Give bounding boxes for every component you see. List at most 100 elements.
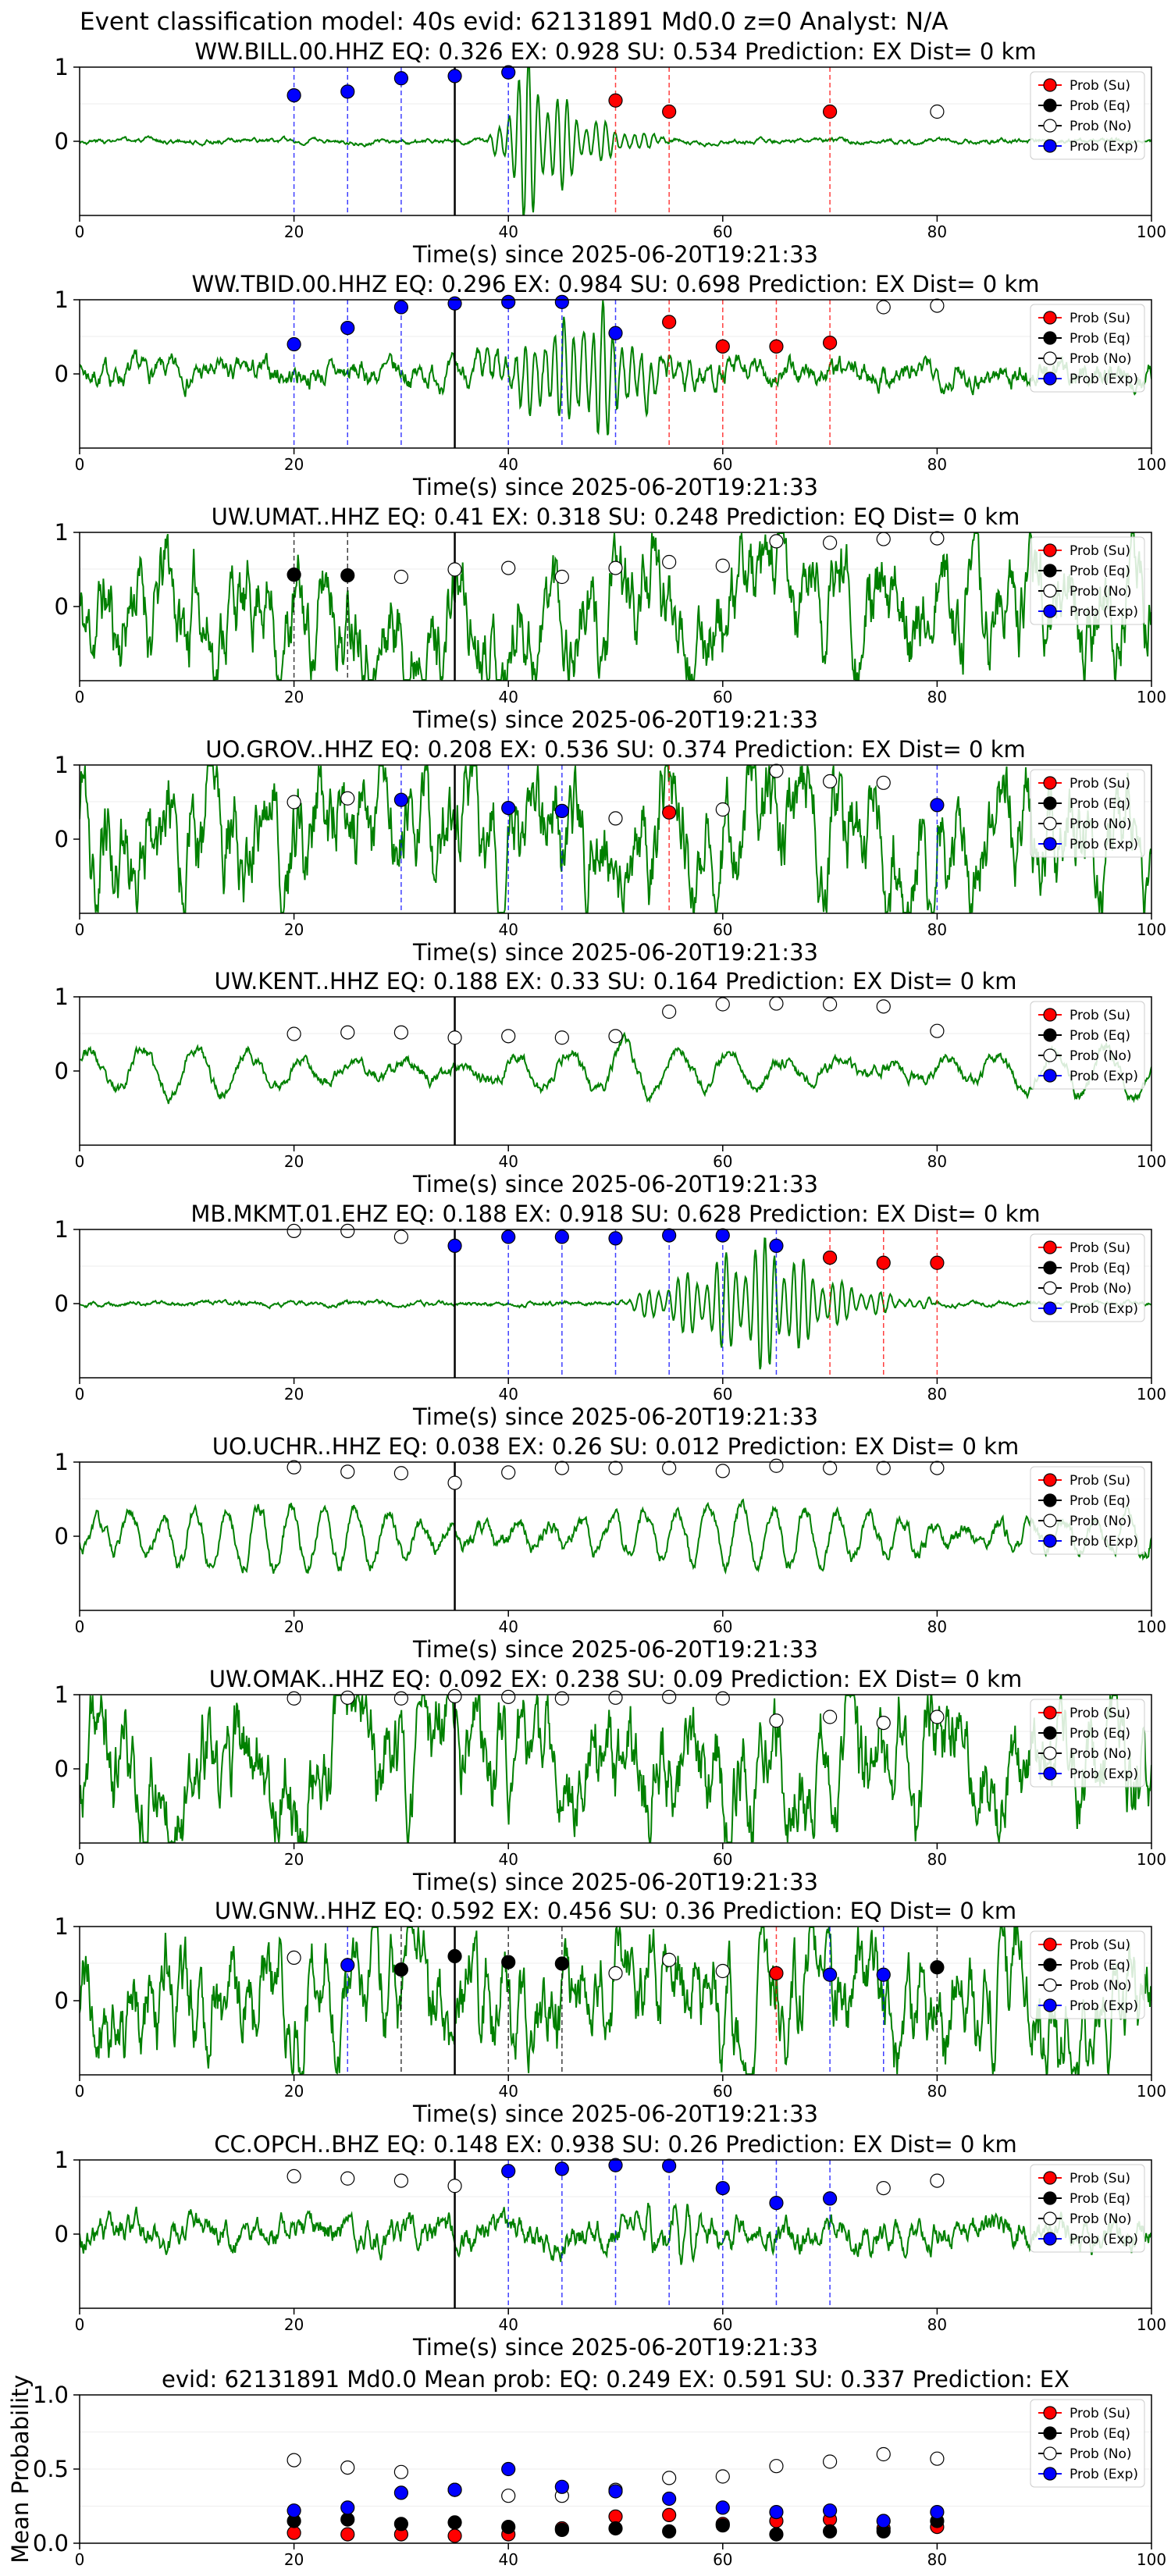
prob-point-no (662, 554, 677, 570)
x-tick-label: 80 (927, 455, 947, 474)
legend-marker-no (1043, 2211, 1057, 2226)
waveform-trace (80, 532, 1151, 681)
mean-point-exp (930, 2505, 945, 2520)
x-tick-label: 20 (284, 920, 304, 939)
mean-point-eq (393, 2517, 409, 2532)
legend-marker-su (1043, 543, 1057, 557)
legend-marker-eq (1043, 1493, 1057, 1507)
y-tick-label: 0.0 (33, 2530, 69, 2556)
legend-label-no: Prob (No) (1070, 1978, 1132, 1994)
legend-label-no: Prob (No) (1070, 2211, 1132, 2227)
prob-point-no (287, 1691, 301, 1706)
x-tick-label: 20 (284, 1850, 304, 1869)
mean-point-eq (447, 2515, 462, 2530)
mean-point-su (447, 2528, 462, 2543)
prob-point-no (608, 1461, 623, 1475)
x-tick-label: 40 (498, 1850, 518, 1869)
prob-point-no (393, 1025, 409, 1040)
x-tick-label: 20 (284, 2550, 304, 2569)
y-tick-label: 0 (55, 361, 69, 387)
prob-point-su (662, 805, 677, 820)
prob-point-exp (608, 1231, 623, 1246)
legend-label-eq: Prob (Eq) (1070, 98, 1130, 114)
legend-marker-su (1043, 1937, 1057, 1952)
legend-label-exp: Prob (Exp) (1070, 837, 1138, 852)
x-tick-label: 80 (927, 222, 947, 241)
prob-point-no (822, 774, 838, 789)
legend-label-eq: Prob (Eq) (1070, 1261, 1130, 1276)
legend-frame (1030, 1001, 1145, 1090)
legend-marker-su (1043, 78, 1057, 92)
legend-marker-exp (1043, 604, 1057, 618)
prob-point-no (554, 569, 569, 585)
prob-point-no (662, 1004, 677, 1019)
legend-marker-no (1043, 1746, 1057, 1760)
legend-frame (1030, 1233, 1145, 1322)
legend-marker-su (1043, 311, 1057, 325)
station-panel-9: UW.GNW..HHZ EQ: 0.592 EX: 0.456 SU: 0.36… (55, 1898, 1167, 2127)
prob-point-no (715, 1963, 730, 1979)
x-tick-label: 40 (498, 920, 518, 939)
mean-point-eq (822, 2524, 838, 2539)
panels-container: WW.BILL.00.HHZ EQ: 0.326 EX: 0.928 SU: 0… (7, 38, 1166, 2569)
legend-marker-exp (1043, 2467, 1057, 2481)
prob-point-no (822, 1461, 838, 1475)
x-tick-label: 40 (498, 222, 518, 241)
legend-marker-no (1043, 1978, 1057, 1992)
prob-point-su (608, 93, 623, 108)
mean-point-su (287, 2525, 301, 2540)
legend-label-exp: Prob (Exp) (1070, 1767, 1138, 1782)
mean-point-su (608, 2509, 623, 2524)
legend-label-su: Prob (Su) (1070, 2406, 1130, 2421)
panel-title: UW.OMAK..HHZ EQ: 0.092 EX: 0.238 SU: 0.0… (209, 1666, 1022, 1692)
prob-point-exp (501, 800, 516, 816)
panel-title: WW.BILL.00.HHZ EQ: 0.326 EX: 0.928 SU: 0… (194, 38, 1036, 65)
legend-marker-exp (1043, 139, 1057, 153)
legend-frame (1030, 304, 1145, 393)
prob-point-no (930, 531, 945, 546)
legend-label-no: Prob (No) (1070, 584, 1132, 600)
prob-point-eq (930, 1960, 945, 1975)
prob-point-su (662, 104, 677, 119)
prob-point-exp (447, 69, 462, 84)
prob-point-no (554, 1461, 569, 1475)
prob-point-no (287, 1460, 301, 1475)
prob-point-eq (554, 1956, 569, 1971)
y-axis-label: Mean Probability (7, 2375, 34, 2564)
legend: Prob (Su) Prob (Eq) Prob (No) Prob (Exp) (1030, 1930, 1145, 2019)
mean-point-eq (608, 2521, 623, 2536)
waveform-trace (80, 300, 1151, 436)
prob-point-no (447, 2179, 462, 2194)
prob-point-no (447, 1030, 462, 1045)
prob-point-no (287, 795, 301, 809)
legend-label-exp: Prob (Exp) (1070, 2232, 1138, 2247)
prob-point-eq (447, 1948, 462, 1964)
mean-point-exp (876, 2514, 891, 2528)
x-tick-label: 60 (713, 2550, 732, 2569)
mean-point-no (501, 2489, 516, 2503)
prob-point-exp (501, 2164, 516, 2179)
legend-label-su: Prob (Su) (1070, 311, 1130, 326)
mean-point-exp (769, 2505, 784, 2520)
legend-marker-no (1043, 1281, 1057, 1295)
x-tick-label: 60 (713, 1617, 732, 1636)
x-tick-label: 40 (498, 1617, 518, 1636)
y-tick-label: 1 (55, 519, 69, 546)
x-tick-label: 60 (713, 920, 732, 939)
x-tick-label: 20 (284, 1152, 304, 1171)
prob-point-no (340, 1223, 355, 1239)
y-tick-label: 0 (55, 593, 69, 620)
prob-point-su (769, 1966, 784, 1980)
prob-point-no (447, 1475, 462, 1490)
x-tick-label: 0 (75, 455, 85, 474)
legend-label-exp: Prob (Exp) (1070, 1998, 1138, 2014)
x-axis-label: Time(s) since 2025-06-20T19:21:33 (412, 2334, 818, 2361)
prob-point-no (340, 1690, 355, 1705)
axes-frame (79, 764, 1152, 914)
prob-point-exp (393, 300, 409, 315)
waveform-trace (80, 1031, 1151, 1105)
mean-point-no (822, 2454, 838, 2469)
mean-point-no (393, 2464, 409, 2479)
prob-point-exp (769, 2196, 784, 2211)
